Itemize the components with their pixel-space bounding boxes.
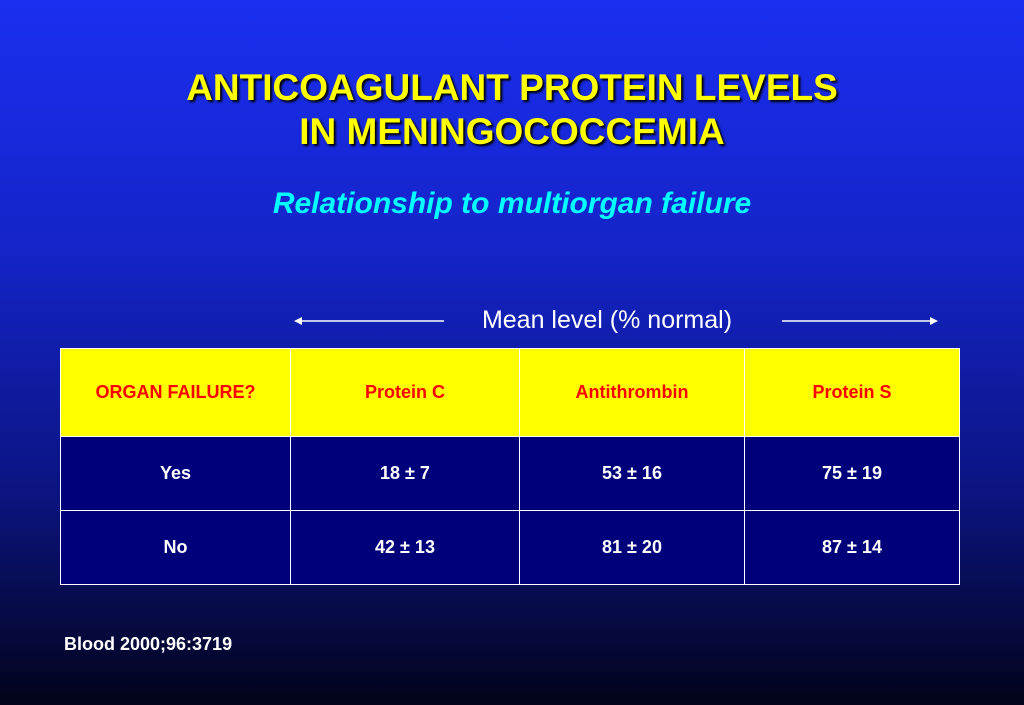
double-arrow-icon (294, 317, 938, 325)
header-protein-c: Protein C (290, 348, 520, 437)
table-cell: No (60, 510, 291, 585)
header-antithrombin: Antithrombin (519, 348, 745, 437)
table-cell: 42 ± 13 (290, 510, 520, 585)
table-cell: 75 ± 19 (744, 436, 960, 511)
header-protein-s: Protein S (744, 348, 960, 437)
table-cell: 87 ± 14 (744, 510, 960, 585)
table-header-row: ORGAN FAILURE? Protein C Antithrombin Pr… (60, 348, 960, 437)
slide-subtitle: Relationship to multiorgan failure (272, 187, 752, 220)
table-cell: 81 ± 20 (519, 510, 745, 585)
slide-title: ANTICOAGULANT PROTEIN LEVELS IN MENINGOC… (0, 66, 1024, 154)
protein-levels-table: ORGAN FAILURE? Protein C Antithrombin Pr… (60, 348, 960, 585)
slide-title-line-2: IN MENINGOCOCCEMIA (299, 111, 725, 152)
slide-title-line-1: ANTICOAGULANT PROTEIN LEVELS (186, 67, 838, 108)
citation: Blood 2000;96:3719 (64, 634, 233, 654)
table-cell: 53 ± 16 (519, 436, 745, 511)
mean-level-header: Mean level (% normal) (292, 302, 940, 338)
header-organ-failure: ORGAN FAILURE? (60, 348, 291, 437)
table-cell: Yes (60, 436, 291, 511)
table-row: No 42 ± 13 81 ± 20 87 ± 14 (60, 510, 960, 585)
table-cell: 18 ± 7 (290, 436, 520, 511)
table-row: Yes 18 ± 7 53 ± 16 75 ± 19 (60, 436, 960, 511)
mean-level-label: Mean level (% normal) (481, 306, 733, 334)
